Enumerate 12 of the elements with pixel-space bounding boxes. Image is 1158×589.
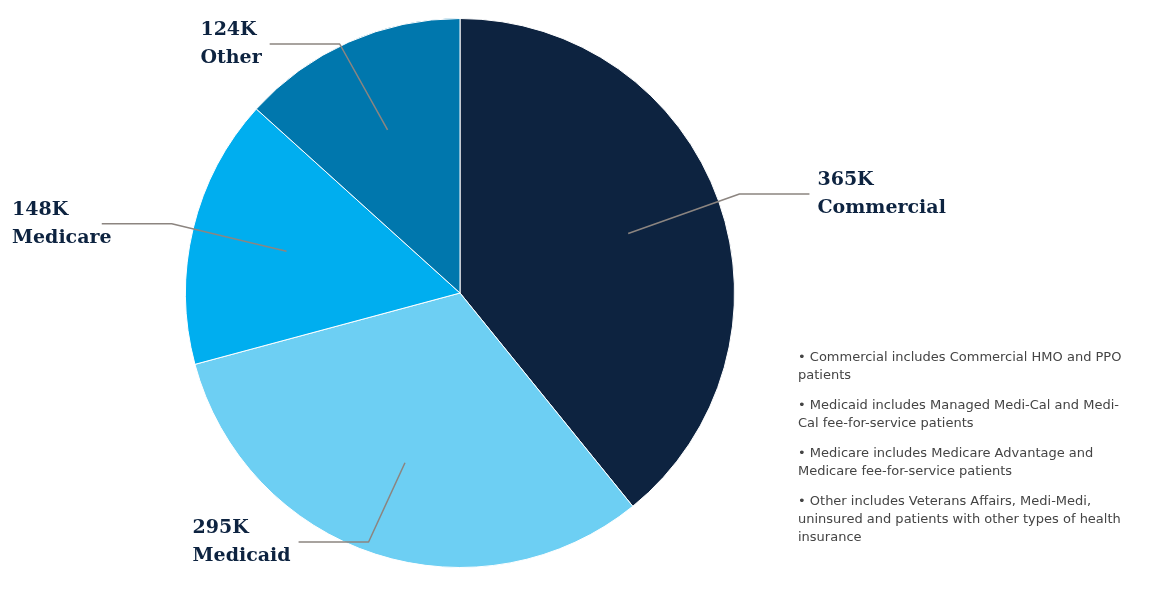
text: • Other includes Veterans Affairs, Medi-Medi, uninsured and patients with other types of health insurance (798, 492, 1122, 546)
text: • Medicare includes Medicare Advantage and Medicare fee-for-service patients (798, 444, 1095, 480)
slice-label: Other (200, 44, 263, 67)
slice-label: Commercial (817, 194, 946, 217)
text: • Commercial includes Commercial HMO and PPO patients (798, 348, 1123, 384)
data-label: 124K (200, 16, 259, 39)
text: • Medicaid includes Managed Medi-Cal and Medi-Cal fee-for-service patients (798, 396, 1120, 432)
data-label: 148K (12, 196, 70, 219)
slice-label: Medicare (12, 224, 112, 247)
data-label: 295K (192, 514, 251, 537)
slice-label: Medicaid (192, 542, 291, 565)
data-label: 365K (817, 166, 876, 189)
